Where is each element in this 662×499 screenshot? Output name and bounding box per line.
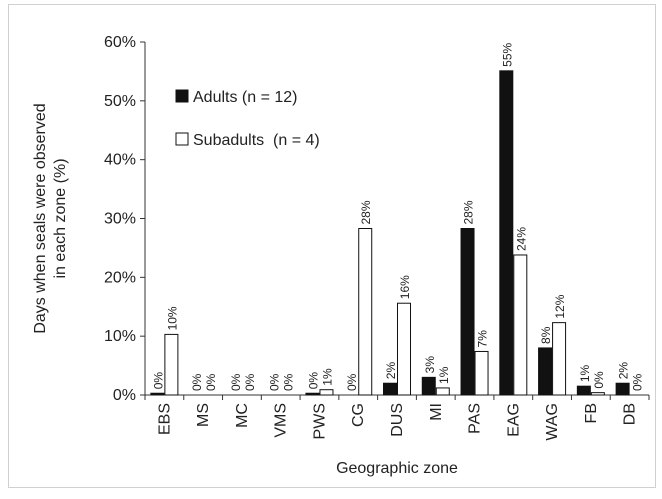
adult-bar [383, 382, 397, 396]
bar-data-label: 0% [151, 372, 165, 390]
bar-data-label: 16% [398, 275, 412, 299]
category-label: DB [622, 403, 639, 425]
y-axis: 0% 10% 20% 30% 40% 50% 60% [104, 34, 146, 404]
adult-bar [421, 376, 436, 396]
bar-data-label: 28% [462, 200, 476, 224]
y-tick-label: 40% [104, 152, 136, 169]
category-label: VMS [273, 403, 290, 438]
category-label: DUS [389, 403, 406, 437]
bar-data-label: 2% [617, 362, 631, 380]
category-label: PWS [311, 403, 328, 439]
bar-data-label: 0% [204, 373, 218, 391]
x-tick-labels: EBS MS MC VMS PWS CG DUS MI PAS EAG WAG FB DB [156, 403, 638, 441]
legend-label-adults: Adults (n = 12) [193, 89, 298, 106]
bar-data-label: 0% [631, 373, 645, 391]
legend: Adults (n = 12) Subadults (n = 4) [175, 89, 320, 149]
subadult-bar [552, 322, 567, 396]
bar-data-label: 24% [514, 227, 528, 251]
category-label: PAS [467, 403, 484, 434]
category-label: MI [428, 403, 445, 421]
adult-bar [150, 392, 165, 396]
subadult-bar [319, 389, 334, 396]
subadult-bar [513, 254, 528, 396]
bar-data-label: 0% [229, 373, 243, 391]
bar-data-label: 0% [268, 373, 282, 391]
subadult-bar [358, 228, 373, 396]
adult-bar [305, 392, 320, 396]
bar-data-label: 1% [437, 366, 451, 384]
bar-data-label: 0% [345, 373, 359, 391]
bar-data-label: 0% [282, 373, 296, 391]
adult-bar [615, 382, 630, 396]
adult-bar [538, 347, 553, 396]
category-label: EAG [505, 403, 522, 437]
y-axis-label-line: Days when seals were observed [32, 103, 49, 333]
y-tick-label: 30% [104, 211, 136, 228]
y-tick-label: 0% [113, 387, 136, 404]
subadult-bar [590, 392, 605, 396]
adult-bar [460, 228, 475, 396]
subadult-bar [397, 302, 411, 396]
category-label: FB [583, 403, 600, 423]
y-tick-label: 50% [104, 93, 136, 110]
bar-data-label: 55% [500, 42, 514, 66]
subadult-bar [435, 387, 450, 396]
bar-data-label: 10% [165, 306, 179, 330]
data-labels: 0%10%0% 0% 0% 0% 0% 0% 0% 1% 0%28%2%16%3%1%28%7%… [151, 42, 644, 391]
x-axis-label: Geographic zone [336, 460, 458, 477]
adult-bar [576, 385, 591, 396]
category-label: MS [195, 403, 212, 427]
bar-data-label: 0% [243, 373, 257, 391]
category-label: MC [234, 403, 251, 428]
bar-data-label: 2% [384, 362, 398, 380]
subadult-bar [474, 350, 489, 396]
bar-data-label: 0% [190, 373, 204, 391]
category-label: EBS [156, 403, 173, 435]
bar-data-label: 12% [553, 294, 567, 318]
bar-data-label: 7% [476, 330, 490, 348]
y-axis-label-line: in each zone (%) [52, 158, 69, 278]
legend-swatch-adults [175, 89, 189, 103]
bar-data-label: 1% [320, 368, 334, 386]
bar-data-label: 3% [423, 356, 437, 374]
y-tick-label: 10% [104, 328, 136, 345]
legend-label-subadults: Subadults (n = 4) [193, 132, 320, 149]
category-label: CG [350, 403, 367, 427]
bar-data-label: 1% [578, 365, 592, 383]
category-label: WAG [544, 403, 561, 441]
subadult-bar [164, 333, 179, 396]
figure-frame [8, 4, 656, 488]
bar-data-label: 8% [539, 326, 553, 344]
y-axis-label: Days when seals were observed in each zon… [32, 103, 69, 333]
y-tick-label: 20% [104, 269, 136, 286]
y-tick-label: 60% [104, 34, 136, 51]
bar-data-label: 28% [359, 200, 373, 224]
bar-data-label: 0% [592, 371, 606, 389]
bar-data-label: 0% [306, 372, 320, 390]
legend-swatch-subadults [175, 132, 189, 146]
bars [150, 70, 630, 396]
adult-bar [499, 70, 514, 396]
